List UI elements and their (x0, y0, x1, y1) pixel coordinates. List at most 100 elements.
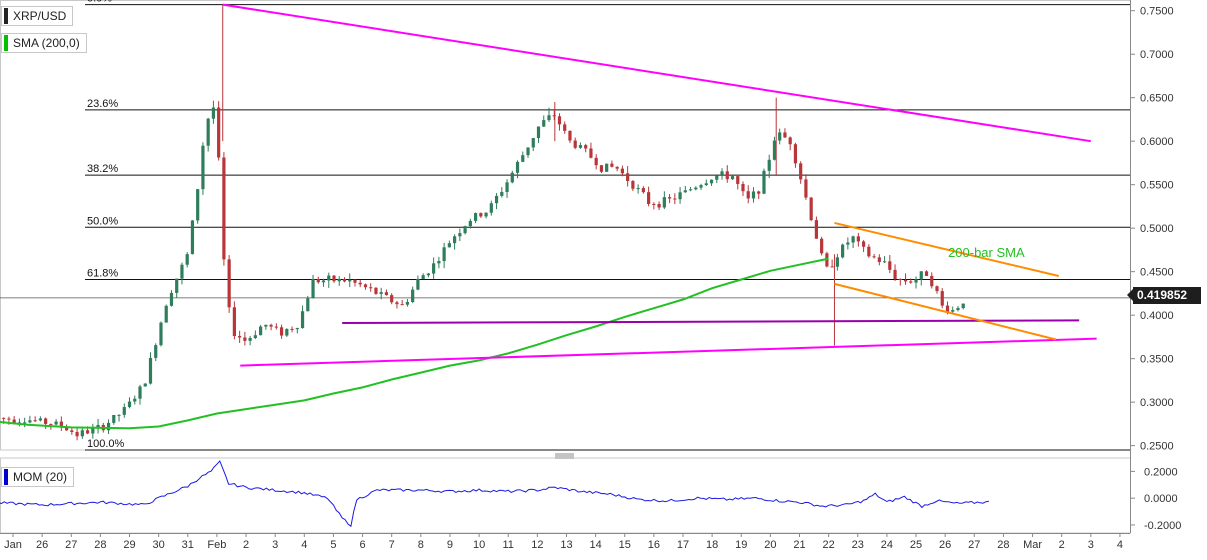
candle-body (589, 148, 592, 157)
candle (395, 301, 398, 309)
candle (783, 128, 786, 138)
candle-body (154, 345, 157, 358)
candle-body (332, 276, 335, 282)
candle-body (343, 279, 346, 281)
candle (678, 187, 681, 204)
x-tick-label: 28 (94, 539, 106, 551)
candle-body (34, 420, 37, 421)
candle-body (637, 188, 640, 189)
candle (752, 187, 755, 202)
x-tick-label: 4 (301, 539, 307, 551)
candle-body (322, 280, 325, 282)
candle-body (831, 266, 834, 267)
candle-body (306, 298, 309, 311)
candle (526, 147, 529, 157)
x-tick-label: 19 (735, 539, 747, 551)
x-tick-label: 17 (677, 539, 689, 551)
trendline (342, 320, 1079, 323)
mom-swatch (4, 469, 8, 485)
candle (75, 428, 78, 440)
candle (107, 419, 110, 434)
candle (647, 187, 650, 207)
candle (285, 328, 288, 337)
x-tick-label: 3 (272, 539, 278, 551)
candle-body (201, 146, 204, 189)
x-tick-label: 28 (997, 539, 1009, 551)
candle (710, 179, 713, 186)
candle-body (899, 279, 902, 280)
candle (159, 322, 162, 347)
candle-body (86, 430, 89, 433)
candle (899, 278, 902, 285)
candle-body (726, 171, 729, 179)
mom-tick-label: 0.0000 (1144, 493, 1178, 505)
candle-body (521, 155, 524, 162)
candle-body (138, 387, 141, 399)
candle-body (353, 280, 356, 283)
main-pane-frame (1, 1, 1131, 451)
candle-body (474, 213, 477, 221)
candle (867, 244, 870, 258)
sma-indicator-label[interactable]: SMA (200,0) (1, 33, 87, 53)
candle-body (338, 279, 341, 281)
candle (474, 213, 477, 224)
candle (264, 325, 267, 330)
candle (401, 300, 404, 305)
candle-body (364, 284, 367, 287)
x-tick-label: 16 (648, 539, 660, 551)
candle-body (133, 399, 136, 402)
mom-indicator-label[interactable]: MOM (20) (1, 467, 74, 487)
candle (18, 418, 21, 426)
candle-body (852, 236, 855, 242)
candle-body (699, 185, 702, 188)
price-tick-label: 0.3500 (1140, 354, 1174, 366)
candle-body (249, 338, 252, 341)
candle-body (789, 137, 792, 144)
mom-indicator-text: MOM (20) (13, 469, 67, 485)
x-tick-label: Jan (4, 539, 22, 551)
candle-body (500, 192, 503, 196)
symbol-label[interactable]: XRP/USD (1, 6, 73, 26)
x-tick-label: 2 (243, 539, 249, 551)
candle (296, 328, 299, 334)
candle-body (463, 226, 466, 233)
candle-body (285, 329, 288, 336)
candle-body (715, 176, 718, 180)
x-tick-label: 10 (473, 539, 485, 551)
candle-body (930, 276, 933, 286)
candle-body (857, 236, 860, 241)
candle-body (610, 164, 613, 167)
candle-body (7, 419, 10, 420)
candle-body (422, 275, 425, 279)
x-tick-label: 22 (823, 539, 835, 551)
candle (217, 101, 220, 160)
candle-body (642, 188, 645, 192)
candle-body (956, 308, 959, 310)
candle (207, 118, 210, 152)
candle (60, 416, 63, 431)
sma-annotation: 200-bar SMA (948, 245, 1025, 260)
price-tick-label: 0.4500 (1140, 267, 1174, 279)
price-tick-label: 0.7000 (1140, 49, 1174, 61)
sma-swatch (4, 35, 8, 51)
candle-body (621, 169, 624, 174)
candle-body (348, 280, 351, 282)
candle (416, 276, 419, 291)
candle (694, 186, 697, 190)
candle (673, 193, 676, 204)
x-tick-label: 27 (968, 539, 980, 551)
candle (427, 273, 430, 277)
trendline (240, 339, 1096, 366)
candle-body (390, 295, 393, 302)
candle-body (44, 418, 47, 423)
candle (893, 264, 896, 281)
candle (731, 176, 734, 180)
candle-body (175, 279, 178, 293)
candle-body (516, 162, 519, 173)
candle-body (747, 191, 750, 198)
candle-body (505, 182, 508, 192)
price-tick-label: 0.6000 (1140, 136, 1174, 148)
candle (626, 166, 629, 186)
candle (537, 126, 540, 142)
